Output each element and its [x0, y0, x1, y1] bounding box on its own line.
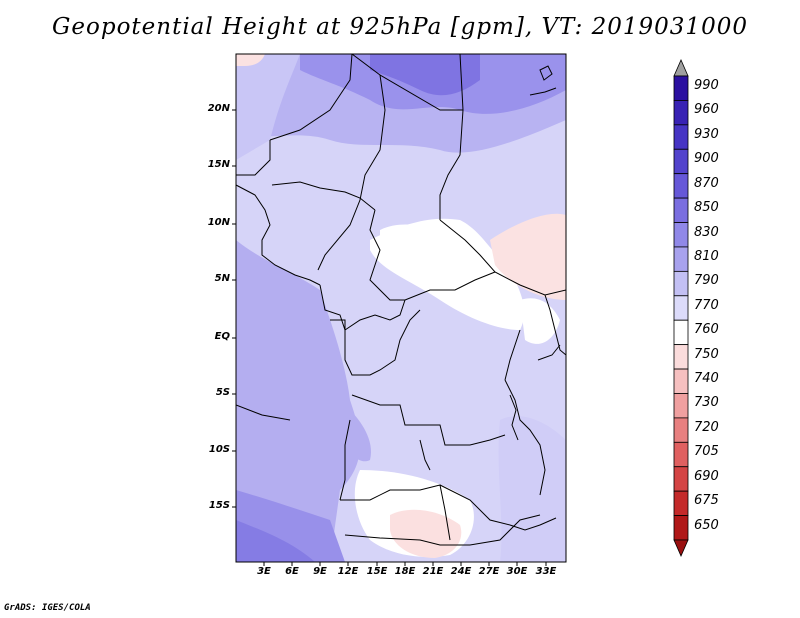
x-label-33e: 33E — [535, 566, 557, 577]
colorbar-swatch — [673, 270, 689, 297]
colorbar-level-label: 810 — [694, 248, 719, 264]
colorbar-level-label: 690 — [694, 468, 719, 484]
colorbar-level-label: 675 — [694, 493, 719, 509]
country-boundaries — [236, 54, 566, 546]
x-label-12e: 12E — [337, 566, 359, 577]
colorbar-level-label: 705 — [694, 444, 719, 460]
y-label-20n: 20N — [207, 103, 230, 114]
colorbar-swatch — [673, 490, 689, 516]
colorbar-swatch — [673, 148, 689, 175]
colorbar-level-label: 850 — [694, 200, 719, 216]
colorbar-level-label: 770 — [694, 297, 719, 313]
x-label-18e: 18E — [394, 566, 416, 577]
colorbar-swatch — [673, 319, 689, 346]
x-label-15e: 15E — [366, 566, 388, 577]
colorbar-level-label: 790 — [694, 273, 719, 289]
colorbar-level-label: 730 — [694, 395, 719, 411]
colorbar-level-label: 760 — [694, 322, 719, 338]
colorbar-swatch — [673, 197, 689, 223]
colorbar-swatch — [673, 466, 689, 492]
colorbar-level-label: 750 — [694, 346, 719, 362]
x-label-21e: 21E — [422, 566, 444, 577]
x-axis-ticks — [263, 562, 547, 566]
colorbar-bottom-arrow — [673, 539, 689, 557]
colorbar-level-label: 720 — [694, 419, 719, 435]
colorbar-level-label: 870 — [694, 175, 719, 191]
y-label-10s: 10S — [208, 444, 230, 455]
x-label-30e: 30E — [506, 566, 528, 577]
colorbar-swatch — [673, 417, 689, 443]
colorbar-level-label: 990 — [694, 78, 719, 93]
colorbar-swatch — [673, 124, 689, 150]
colorbar-swatch — [673, 222, 689, 248]
colorbar-swatch — [673, 173, 689, 199]
colorbar-level-label: 930 — [694, 126, 719, 142]
colorbar-swatch — [673, 368, 689, 394]
footer-credit: GrADS: IGES/COLA — [4, 603, 91, 613]
colorbar-swatch — [673, 75, 689, 101]
map-title: Geopotential Height at 925hPa [gpm], VT:… — [52, 14, 748, 40]
y-label-eq: EQ — [214, 331, 230, 342]
x-label-27e: 27E — [478, 566, 500, 577]
height-field — [236, 54, 566, 562]
y-label-15s: 15S — [208, 500, 230, 511]
colorbar-level-label: 960 — [694, 102, 719, 118]
colorbar-swatch — [673, 100, 689, 126]
y-label-10n: 10N — [207, 217, 230, 228]
colorbar — [673, 59, 689, 557]
colorbar-swatch — [673, 393, 689, 419]
colorbar-level-label: 900 — [694, 151, 719, 167]
x-label-9e: 9E — [313, 566, 327, 577]
y-label-5s: 5S — [215, 387, 230, 398]
colorbar-swatch — [673, 441, 689, 468]
y-label-15n: 15N — [207, 159, 230, 170]
colorbar-swatch — [673, 295, 689, 321]
x-label-24e: 24E — [450, 566, 472, 577]
colorbar-swatch — [673, 515, 689, 541]
y-label-5n: 5N — [214, 273, 230, 284]
y-axis-ticks — [232, 109, 236, 508]
colorbar-level-label: 830 — [694, 224, 719, 240]
colorbar-swatch — [673, 344, 689, 370]
colorbar-swatch — [673, 246, 689, 272]
colorbar-top-arrow — [673, 59, 689, 77]
map-frame — [235, 53, 567, 563]
colorbar-level-label: 740 — [694, 371, 719, 387]
x-label-6e: 6E — [285, 566, 299, 577]
colorbar-level-label: 650 — [694, 517, 719, 533]
x-label-3e: 3E — [257, 566, 271, 577]
